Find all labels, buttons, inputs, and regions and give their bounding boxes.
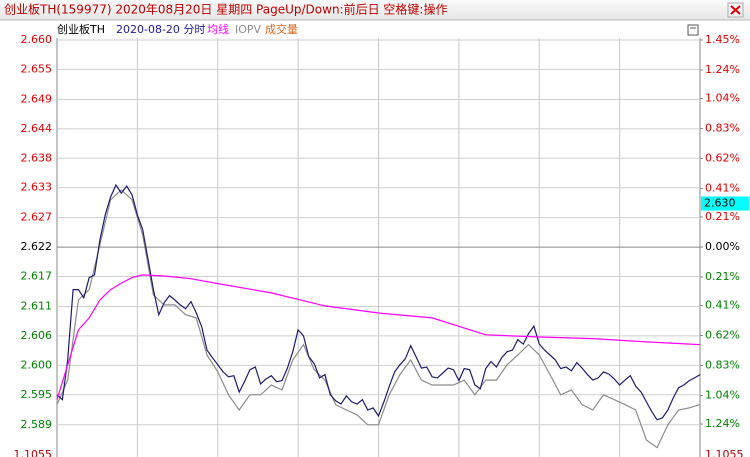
y-tick-label: 2.627 xyxy=(21,211,53,224)
y2-tick-label: 0.00% xyxy=(705,240,740,253)
close-icon[interactable] xyxy=(730,5,741,15)
y2-tick-label: 1.45% xyxy=(705,33,740,46)
y-tick-label: 2.660 xyxy=(21,33,53,46)
y-tick-label: 2.644 xyxy=(21,122,53,135)
y-tick-label: 2.622 xyxy=(21,240,53,253)
y2-tick-label: 1.24% xyxy=(705,417,740,430)
y2-tick-label: 0.83% xyxy=(705,358,740,371)
y2-tick-label: 0.62% xyxy=(705,151,740,164)
y-tick-label: 2.649 xyxy=(21,92,53,105)
volume-label: 成交量 xyxy=(265,22,298,36)
legend-entry: 均线 xyxy=(207,22,229,36)
price-marker-box xyxy=(701,196,749,211)
series-line xyxy=(56,274,701,400)
y2-tick-label: 0.41% xyxy=(705,181,740,194)
y-tick-label: 2.600 xyxy=(21,358,53,371)
y2-tick-label: 1.04% xyxy=(705,388,740,401)
y-tick-label: 2.638 xyxy=(21,151,53,164)
price-marker-label: 2.630 xyxy=(704,196,736,209)
y2-tick-label: 0.83% xyxy=(705,122,740,135)
volume-axis-label: 1.1055 xyxy=(14,448,53,457)
y-tick-label: 2.655 xyxy=(21,62,53,75)
chart-title: 创业板TH xyxy=(57,22,105,36)
y-tick-label: 2.611 xyxy=(21,299,53,312)
panel-icon[interactable] xyxy=(687,24,699,36)
legend-entry: IOPV xyxy=(235,23,262,36)
y2-tick-label: 0.62% xyxy=(705,329,740,342)
y-tick-label: 2.589 xyxy=(21,418,53,431)
title-bar xyxy=(0,0,750,20)
window-title: 创业板TH(159977) 2020年08月20日 星期四 PageUp/Dow… xyxy=(4,2,447,17)
y2-tick-label: 1.24% xyxy=(705,63,740,76)
volume-axis-label: 1.1055 xyxy=(705,448,744,457)
y-tick-label: 2.633 xyxy=(21,181,53,194)
y-tick-label: 2.595 xyxy=(21,388,53,401)
series-line xyxy=(56,183,701,421)
y2-tick-label: 1.04% xyxy=(705,92,740,105)
y2-tick-label: 0.21% xyxy=(705,210,740,223)
y2-tick-label: 0.21% xyxy=(705,270,740,283)
y-tick-label: 2.617 xyxy=(21,270,53,283)
y2-tick-label: 0.41% xyxy=(705,299,740,312)
y-tick-label: 2.606 xyxy=(21,329,53,342)
series-line xyxy=(56,189,701,449)
close-button[interactable] xyxy=(727,2,744,18)
chart-subtitle: 2020-08-20 分时 xyxy=(116,23,205,36)
